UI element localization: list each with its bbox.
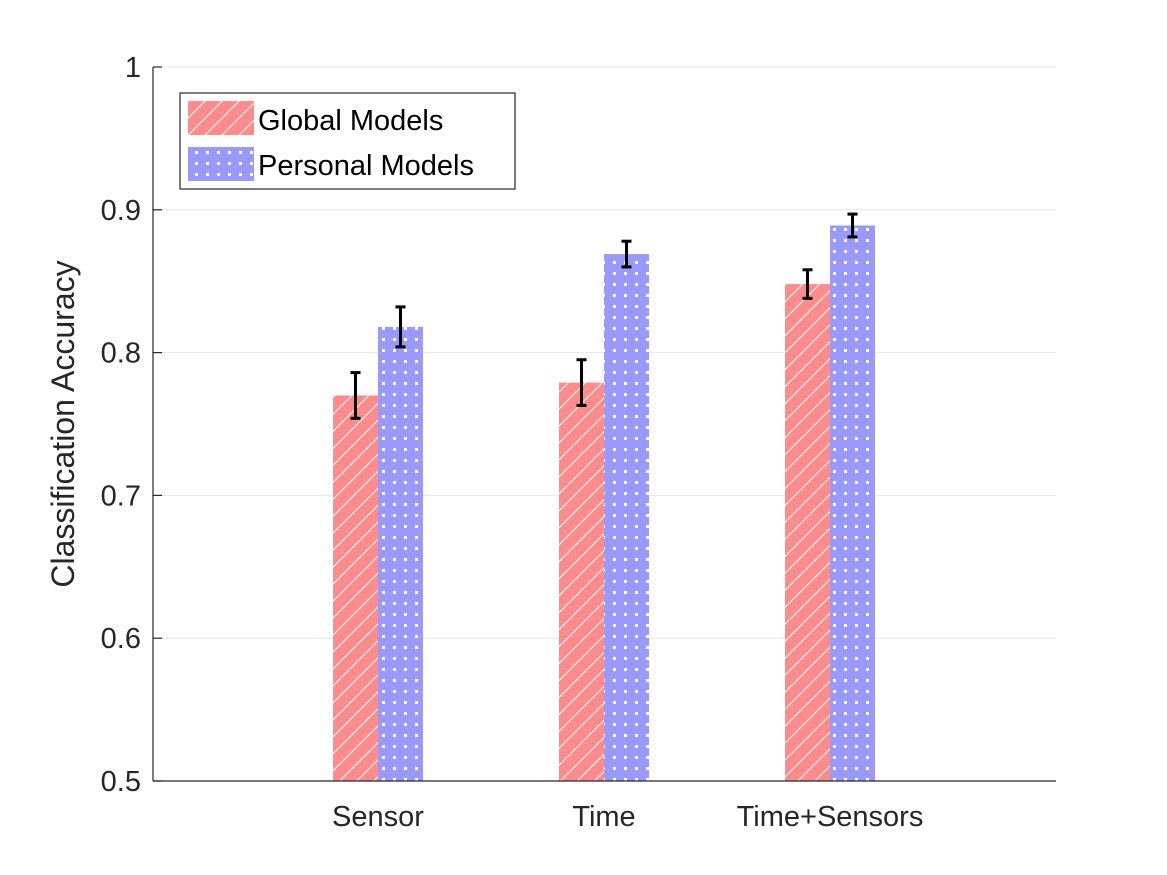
y-axis-title: Classification Accuracy — [45, 260, 81, 587]
legend-swatch-global — [188, 101, 254, 135]
bar-global — [559, 382, 604, 781]
y-tick-label: 1 — [125, 52, 141, 84]
bar-personal — [604, 254, 649, 781]
y-tick-labels: 0.5 0.6 0.7 0.8 0.9 1 — [101, 52, 141, 798]
error-bars-group — [350, 212, 858, 420]
x-tick-label: Time — [572, 801, 635, 833]
legend-swatch-personal — [188, 147, 254, 181]
y-tick-label: 0.6 — [101, 623, 141, 655]
bar-global — [785, 284, 830, 781]
legend: Global Models Personal Models — [179, 92, 516, 190]
bars-group — [333, 225, 875, 781]
bar-global — [333, 395, 378, 781]
y-tick-label: 0.8 — [101, 338, 141, 370]
x-tick-label: Time+Sensors — [737, 801, 924, 833]
bar-personal — [378, 326, 423, 781]
bar-personal — [830, 225, 875, 781]
x-tick-labels: Sensor Time Time+Sensors — [332, 801, 923, 833]
x-tick-label: Sensor — [332, 801, 424, 833]
legend-label-personal: Personal Models — [258, 150, 474, 182]
legend-label-global: Global Models — [258, 105, 443, 137]
axes — [152, 67, 1056, 782]
y-tick-label: 0.9 — [101, 195, 141, 227]
y-tick-label: 0.5 — [101, 766, 141, 798]
y-tick-label: 0.7 — [101, 480, 141, 512]
